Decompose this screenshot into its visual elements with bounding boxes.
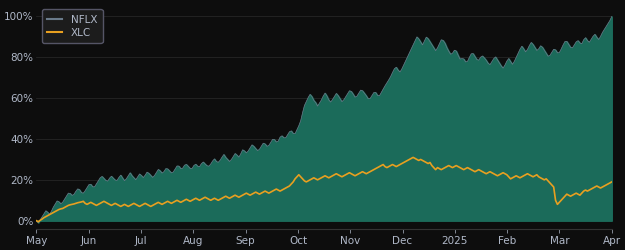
Legend: NFLX, XLC: NFLX, XLC [42, 9, 102, 43]
